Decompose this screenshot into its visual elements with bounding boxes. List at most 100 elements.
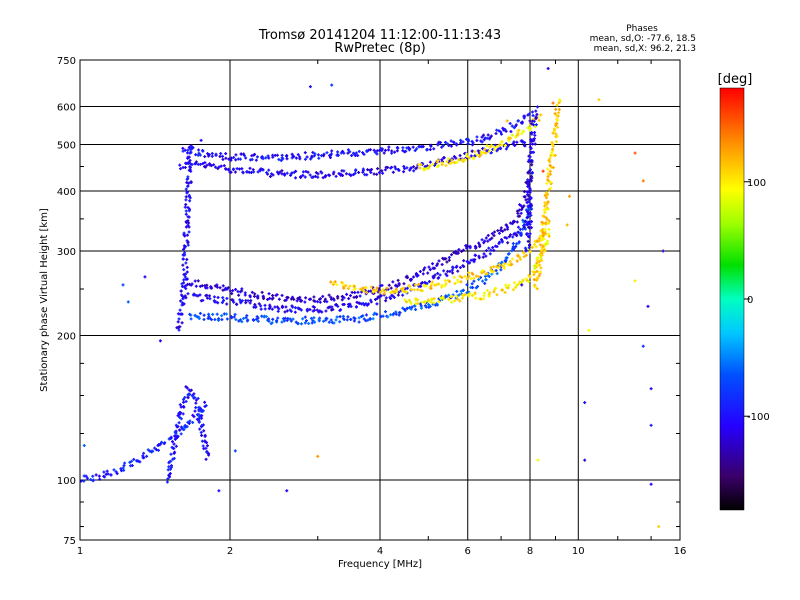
data-point	[555, 103, 559, 107]
data-point	[553, 153, 557, 157]
data-point	[495, 293, 499, 297]
data-point	[215, 312, 219, 316]
data-point	[475, 135, 479, 139]
data-point	[428, 304, 432, 308]
data-point	[199, 409, 203, 413]
data-point	[413, 304, 417, 308]
data-point	[383, 310, 387, 314]
data-point	[535, 112, 539, 116]
data-point	[389, 297, 393, 301]
data-point	[301, 317, 305, 321]
data-point	[345, 292, 349, 296]
data-point	[543, 227, 547, 231]
data-point	[486, 133, 490, 137]
data-point	[370, 167, 374, 171]
data-point	[432, 301, 436, 305]
data-point	[409, 277, 413, 281]
colorbar-tick-label: -100	[747, 412, 770, 423]
data-point	[382, 292, 386, 296]
data-point	[529, 202, 533, 206]
data-point	[187, 230, 191, 234]
data-point	[184, 212, 188, 216]
data-point	[362, 289, 366, 293]
data-point	[433, 266, 437, 270]
data-point	[396, 293, 400, 297]
data-point	[332, 170, 336, 174]
data-point	[470, 293, 474, 297]
data-point	[524, 208, 528, 212]
data-point	[203, 161, 207, 165]
data-point	[248, 301, 252, 305]
data-point	[285, 157, 289, 161]
data-point	[458, 266, 462, 270]
data-point	[450, 253, 454, 257]
data-point	[268, 174, 272, 178]
colorbar-tick-label: 100	[747, 178, 766, 189]
data-point	[465, 277, 469, 281]
data-point	[178, 410, 182, 414]
data-point	[146, 448, 150, 452]
data-point	[418, 270, 422, 274]
data-point	[534, 245, 538, 249]
data-point	[408, 300, 412, 304]
data-point	[296, 322, 300, 326]
data-point	[358, 301, 362, 305]
data-point	[513, 220, 517, 224]
data-point	[329, 280, 333, 284]
data-point	[179, 299, 183, 303]
data-point	[183, 205, 187, 209]
data-point	[352, 316, 356, 320]
data-point	[546, 239, 550, 243]
data-point	[531, 114, 535, 118]
data-point	[365, 303, 369, 307]
data-point	[487, 149, 491, 153]
data-point	[484, 151, 488, 155]
data-point	[506, 241, 510, 245]
data-point	[182, 244, 186, 248]
data-point	[480, 140, 484, 144]
data-point	[202, 429, 206, 433]
data-point	[519, 232, 523, 236]
data-point	[194, 162, 198, 166]
data-point	[511, 288, 515, 292]
data-point	[394, 312, 398, 316]
data-point	[490, 232, 494, 236]
data-point	[369, 170, 373, 174]
data-point	[525, 201, 529, 205]
data-point	[514, 244, 518, 248]
data-point	[91, 474, 95, 478]
data-point	[484, 254, 488, 258]
plot-points	[79, 67, 665, 529]
data-point	[499, 132, 503, 136]
data-point	[204, 457, 208, 461]
data-point	[183, 294, 187, 298]
data-point	[500, 288, 504, 292]
data-point	[180, 293, 184, 297]
data-point	[551, 101, 555, 105]
data-point	[397, 282, 401, 286]
data-point	[394, 287, 398, 291]
data-point	[285, 309, 289, 313]
y-tick-label: 100	[57, 476, 76, 487]
data-point	[166, 477, 170, 481]
data-point	[541, 244, 545, 248]
data-point	[459, 141, 463, 145]
data-point	[527, 279, 531, 283]
data-point	[221, 157, 225, 161]
data-point	[545, 217, 549, 221]
data-point	[384, 296, 388, 300]
data-point	[168, 471, 172, 475]
data-point	[225, 317, 229, 321]
data-point	[282, 319, 286, 323]
data-point	[506, 145, 510, 149]
data-point	[231, 167, 235, 171]
data-point	[558, 100, 562, 104]
data-point	[396, 278, 400, 282]
data-point	[183, 165, 187, 169]
data-point	[330, 149, 334, 153]
data-point	[393, 150, 397, 154]
data-point	[381, 288, 385, 292]
data-point	[346, 151, 350, 155]
data-point	[557, 111, 561, 115]
data-point	[342, 296, 346, 300]
